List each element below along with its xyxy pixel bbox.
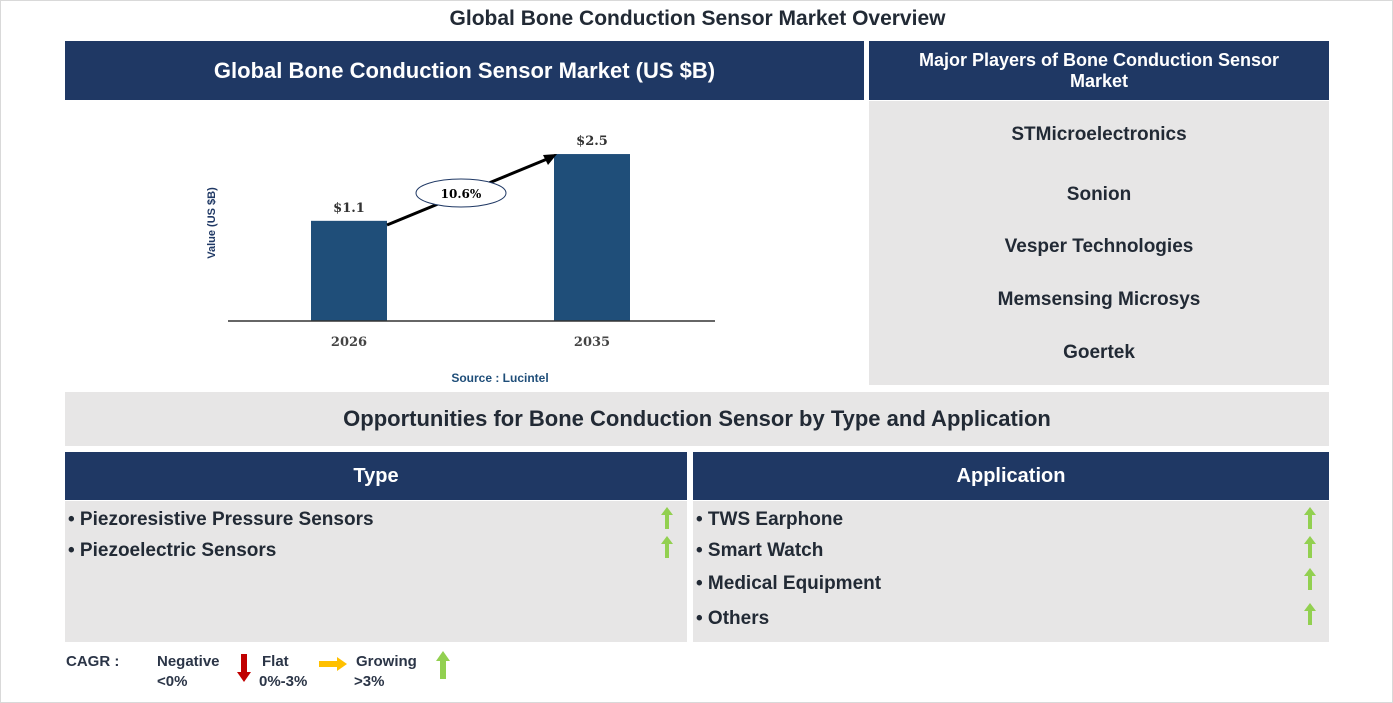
growing-arrow-icon — [1304, 536, 1316, 558]
application-item: • Smart Watch — [696, 540, 824, 561]
page-title: Global Bone Conduction Sensor Market Ove… — [449, 7, 946, 30]
source-label: Source : Lucintel — [451, 371, 548, 385]
application-panel — [693, 501, 1329, 642]
growing-arrow-icon — [1304, 568, 1316, 590]
negative-arrow-icon — [237, 654, 251, 682]
growing-arrow-icon — [661, 507, 673, 529]
data-label: $2.5 — [576, 134, 608, 149]
cagr-arrowhead — [543, 154, 557, 165]
legend-flat-range: 0%-3% — [259, 673, 308, 690]
application-item: • Medical Equipment — [696, 573, 882, 594]
legend-growing-range: >3% — [354, 673, 385, 690]
type-panel — [65, 501, 687, 642]
bar-2035 — [554, 154, 630, 321]
type-header: Type — [65, 452, 687, 500]
growing-arrow-icon — [436, 651, 450, 679]
player-item: STMicroelectronics — [1011, 124, 1187, 145]
legend-negative-range: <0% — [157, 673, 188, 690]
player-item: Goertek — [1063, 342, 1135, 363]
flat-arrow-icon — [319, 657, 347, 671]
legend-flat: Flat — [262, 653, 289, 670]
cagr-label: 10.6% — [441, 187, 482, 201]
opportunities-title: Opportunities for Bone Conduction Sensor… — [65, 392, 1329, 446]
data-label: $1.1 — [333, 201, 365, 216]
legend-label: CAGR : — [66, 653, 120, 670]
growing-arrow-icon — [1304, 507, 1316, 529]
bar-chart: Value (US $B) $1.1 2026 $2.5 2035 10.6% Sou… — [206, 134, 715, 385]
players-panel — [869, 101, 1329, 385]
application-header: Application — [693, 452, 1329, 500]
bar-2026 — [311, 220, 387, 321]
player-item: Vesper Technologies — [1004, 236, 1194, 257]
application-item: • Others — [696, 608, 770, 629]
player-item: Sonion — [1066, 184, 1132, 205]
players-title: Major Players of Bone Conduction Sensor … — [869, 41, 1329, 100]
type-item: • Piezoresistive Pressure Sensors — [68, 509, 374, 530]
y-axis-label: Value (US $B) — [206, 187, 218, 259]
chart-title: Global Bone Conduction Sensor Market (US… — [65, 41, 864, 100]
legend-growing: Growing — [356, 653, 417, 670]
type-item: • Piezoelectric Sensors — [68, 540, 277, 561]
player-item: Memsensing Microsys — [997, 289, 1201, 310]
legend-negative: Negative — [157, 653, 220, 670]
growing-arrow-icon — [661, 536, 673, 558]
growing-arrow-icon — [1304, 603, 1316, 625]
x-tick-label: 2026 — [331, 335, 367, 350]
x-tick-label: 2035 — [574, 335, 610, 350]
cagr-ellipse — [415, 178, 507, 208]
application-item: • TWS Earphone — [696, 509, 844, 530]
